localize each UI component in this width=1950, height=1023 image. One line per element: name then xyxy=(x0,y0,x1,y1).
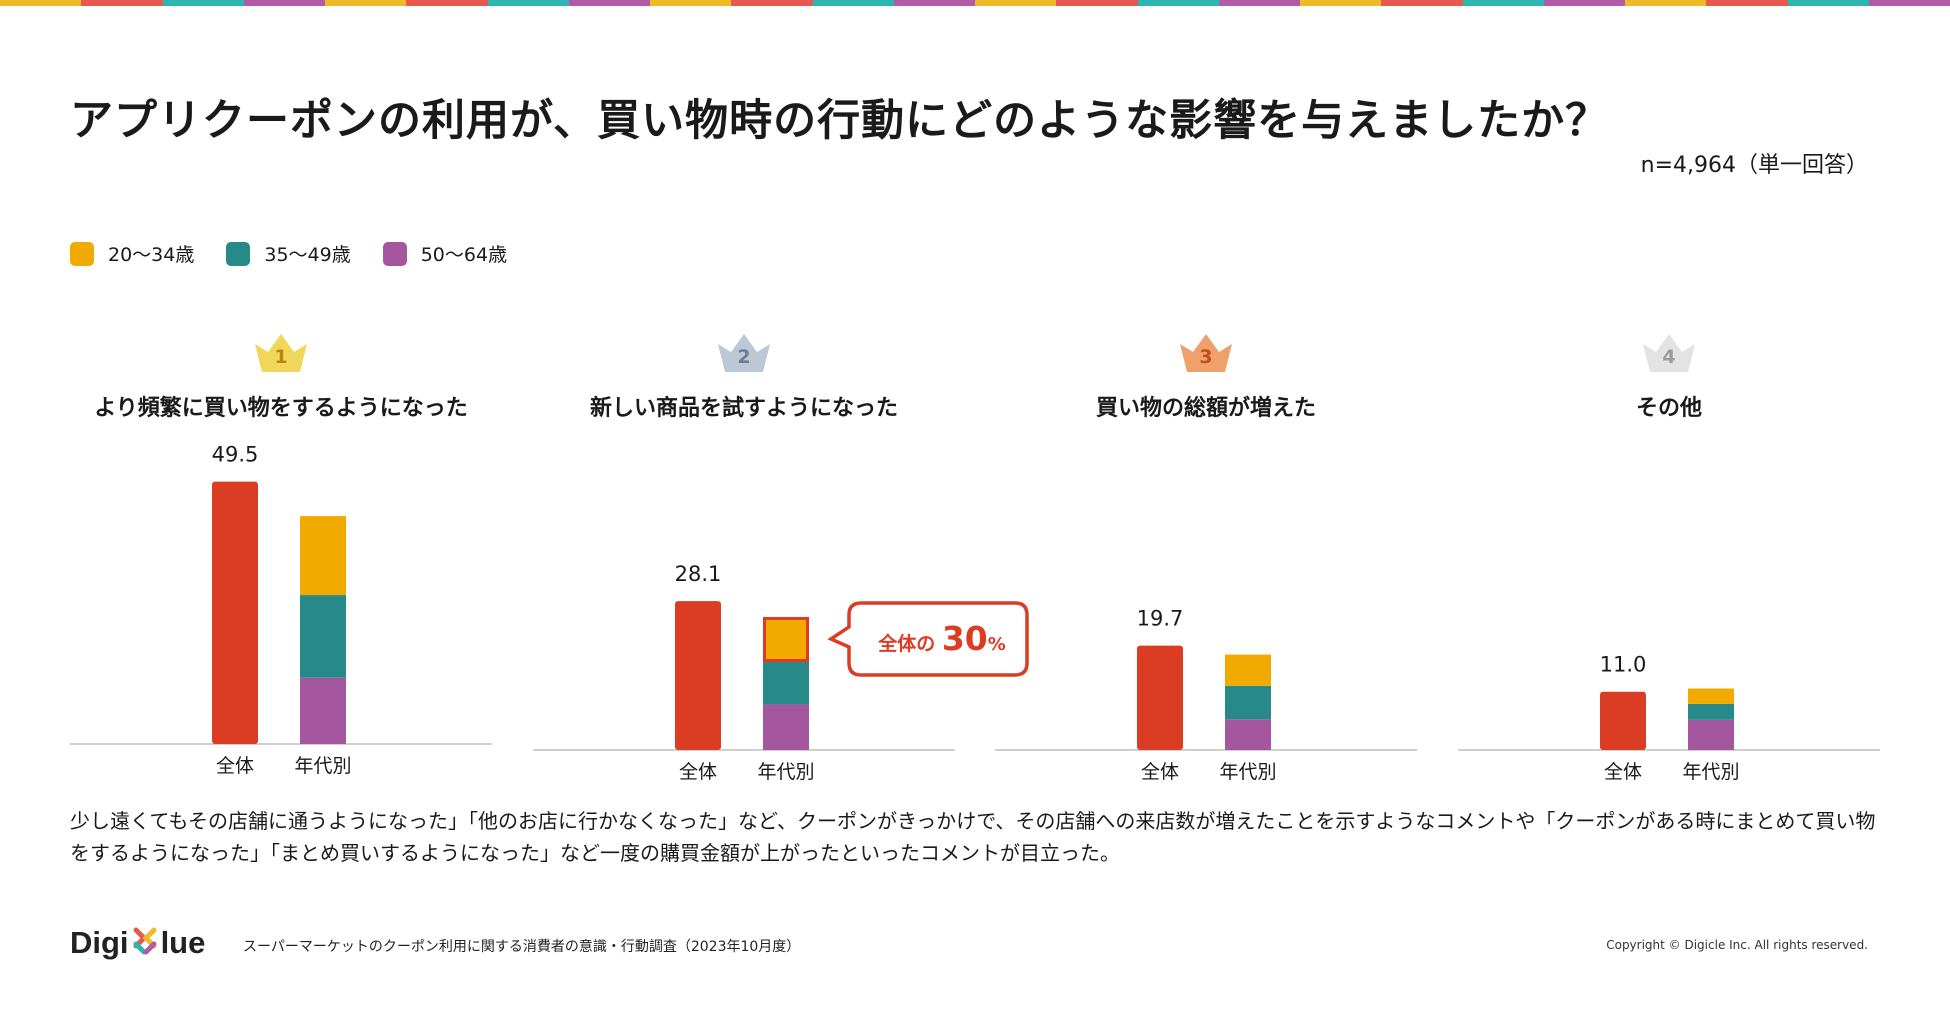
legend-label-50-64: 50〜64歳 xyxy=(420,244,508,266)
rank-crown-icon xyxy=(718,334,770,372)
age-segment-bar xyxy=(763,662,809,705)
rank-number: 4 xyxy=(1662,346,1675,368)
stripe-segment xyxy=(243,0,325,6)
age-segment-bar xyxy=(1225,654,1271,686)
callout-value: 30 xyxy=(942,619,988,658)
stripe-segment xyxy=(1787,0,1869,6)
legend-item-35-49: 35〜49歳 xyxy=(226,240,351,267)
group-label: 買い物の総額が増えた xyxy=(1096,395,1316,421)
legend-item-50-64: 50〜64歳 xyxy=(382,240,508,267)
stripe-segment xyxy=(1625,0,1707,6)
rank-number: 2 xyxy=(737,346,750,368)
copyright-notice: Copyright © Digicle Inc. All rights rese… xyxy=(1606,938,1868,952)
overall-value-label: 19.7 xyxy=(1137,607,1184,631)
stripe-segment xyxy=(1300,0,1382,6)
stripe-segment xyxy=(1056,0,1138,6)
overall-value-label: 28.1 xyxy=(675,562,722,586)
category-label-by-age: 年代別 xyxy=(757,761,814,783)
stripe-segment xyxy=(1706,0,1788,6)
stripe-segment xyxy=(487,0,569,6)
logo-mark-icon xyxy=(133,927,157,955)
stripe-segment xyxy=(731,0,813,6)
legend-swatch-35-49 xyxy=(226,241,251,266)
stripe-segment xyxy=(406,0,488,6)
stripe-segment xyxy=(812,0,894,6)
age-segment-bar xyxy=(1688,688,1734,704)
overall-bar xyxy=(675,601,721,750)
category-label-overall: 全体 xyxy=(216,755,254,777)
age-segment-bar xyxy=(300,595,346,678)
stripe-segment xyxy=(325,0,407,6)
rank-crown-icon xyxy=(1643,334,1695,372)
age-segment-bar xyxy=(300,516,346,596)
category-label-by-age: 年代別 xyxy=(294,755,351,777)
chart-legend: 20〜34歳 35〜49歳 50〜64歳 xyxy=(70,240,507,267)
stripe-segment xyxy=(975,0,1057,6)
age-segment-bar xyxy=(300,677,346,744)
legend-label-20-34: 20〜34歳 xyxy=(108,244,195,266)
sample-size-note: n=4,964（単一回答） xyxy=(1640,153,1868,178)
category-label-by-age: 年代別 xyxy=(1682,761,1739,783)
rank-number: 1 xyxy=(274,346,287,368)
rank-crown-icon xyxy=(1180,334,1232,372)
group-label: その他 xyxy=(1636,396,1702,421)
overall-value-label: 49.5 xyxy=(212,443,259,467)
group-label: より頻繁に買い物をするようになった xyxy=(94,395,468,421)
stripe-segment xyxy=(162,0,244,6)
page-title: アプリクーポンの利用が、買い物時の行動にどのような影響を与えましたか？ xyxy=(70,96,1610,146)
callout-suffix: % xyxy=(988,634,1006,655)
stripe-segment xyxy=(1543,0,1625,6)
legend-swatch-50-64 xyxy=(382,241,407,266)
age-segment-bar xyxy=(763,616,809,663)
rank-crown-icon xyxy=(255,334,307,372)
category-label-by-age: 年代別 xyxy=(1219,761,1276,783)
overall-value-label: 11.0 xyxy=(1600,653,1647,677)
stripe-segment xyxy=(1381,0,1463,6)
summary-comment: 少し遠くてもその店舗に通うようになった」「他のお店に行かなくなった」など、クーポ… xyxy=(70,809,1876,865)
category-label-overall: 全体 xyxy=(1141,761,1179,783)
logo-text-right: lue xyxy=(160,925,206,960)
callout-bubble xyxy=(827,601,1029,677)
age-segment-bar xyxy=(1688,719,1734,750)
stripe-segment xyxy=(893,0,975,6)
overall-bar xyxy=(1137,645,1183,750)
stripe-segment xyxy=(1137,0,1219,6)
age-segment-bar xyxy=(763,704,809,750)
stripe-segment xyxy=(1218,0,1300,6)
legend-item-20-34: 20〜34歳 xyxy=(70,240,194,267)
digicle-logo: Digi lue xyxy=(70,924,205,962)
category-label-overall: 全体 xyxy=(1604,761,1642,783)
stripe-segment xyxy=(0,0,82,6)
age-segment-bar xyxy=(1225,719,1271,750)
highlight-outline xyxy=(763,616,809,663)
overall-bar xyxy=(1600,691,1646,750)
stripe-segment xyxy=(1462,0,1544,6)
top-color-stripe xyxy=(0,0,1950,6)
stripe-segment xyxy=(81,0,163,6)
survey-source: スーパーマーケットのクーポン利用に関する消費者の意識・行動調査（2023年10月… xyxy=(243,939,801,955)
stripe-segment xyxy=(568,0,650,6)
overall-bar xyxy=(212,481,258,744)
callout-text: 全体の 30% xyxy=(877,619,1006,658)
age-segment-bar xyxy=(1688,703,1734,720)
stripe-segment xyxy=(650,0,732,6)
callout-prefix: 全体の xyxy=(877,632,942,655)
stripe-segment xyxy=(1868,0,1950,6)
age-segment-bar xyxy=(1225,685,1271,720)
category-label-overall: 全体 xyxy=(679,761,717,783)
rank-number: 3 xyxy=(1199,346,1212,368)
legend-label-35-49: 35〜49歳 xyxy=(264,244,351,266)
logo-text-left: Digi xyxy=(70,925,129,960)
legend-swatch-20-34 xyxy=(70,241,94,266)
group-label: 新しい商品を試すようになった xyxy=(590,395,898,421)
